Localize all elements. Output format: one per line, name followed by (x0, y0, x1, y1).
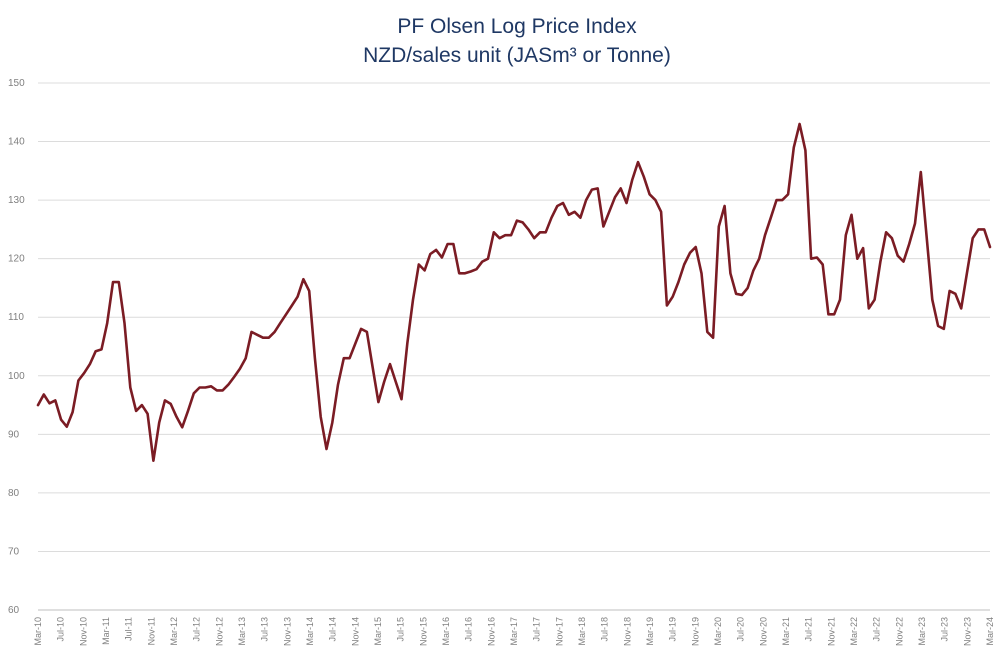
x-tick-label: Mar-19 (645, 617, 655, 646)
x-tick-label: Nov-17 (554, 617, 564, 646)
y-tick-label: 130 (8, 195, 25, 206)
x-tick-label: Jul-21 (804, 617, 814, 642)
x-tick-label: Jul-10 (56, 617, 66, 642)
x-tick-label: Jul-17 (532, 617, 542, 642)
x-tick-label: Mar-12 (169, 617, 179, 646)
x-tick-label: Nov-16 (486, 617, 496, 646)
x-tick-label: Mar-17 (509, 617, 519, 646)
x-tick-label: Jul-13 (260, 617, 270, 642)
x-tick-label: Nov-13 (282, 617, 292, 646)
x-tick-label: Jul-15 (396, 617, 406, 642)
x-tick-label: Nov-19 (690, 617, 700, 646)
x-tick-label: Nov-21 (826, 617, 836, 646)
x-tick-label: Mar-13 (237, 617, 247, 646)
y-tick-label: 100 (8, 371, 25, 382)
chart-subtitle: NZD/sales unit (JASm³ or Tonne) (363, 44, 671, 67)
x-tick-label: Mar-20 (713, 617, 723, 646)
x-tick-label: Nov-18 (622, 617, 632, 646)
x-tick-label: Mar-22 (849, 617, 859, 646)
gridlines (38, 82, 990, 611)
y-tick-label: 150 (8, 78, 25, 89)
x-tick-label: Mar-11 (101, 617, 111, 645)
x-axis-ticks: Mar-10 Jul-10 Nov-10 Mar-11 Jul-11 Nov-11 Mar-… (33, 617, 995, 646)
x-tick-label: Jul-19 (668, 617, 678, 642)
x-tick-label: Mar-10 (33, 617, 43, 646)
x-tick-label: Jul-23 (940, 617, 950, 642)
y-tick-label: 60 (8, 605, 20, 616)
x-tick-label: Mar-16 (441, 617, 451, 646)
y-tick-label: 70 (8, 546, 20, 557)
y-tick-label: 90 (8, 429, 20, 440)
x-tick-label: Nov-23 (962, 617, 972, 646)
x-tick-label: Mar-14 (305, 617, 315, 646)
x-tick-label: Nov-10 (78, 617, 88, 646)
series-group (36, 122, 992, 463)
chart-title: PF Olsen Log Price Index (397, 15, 637, 38)
y-tick-label: 140 (8, 137, 25, 148)
y-tick-label: 110 (8, 312, 24, 323)
x-tick-label: Jul-12 (192, 617, 202, 642)
x-tick-label: Nov-14 (350, 617, 360, 646)
x-tick-label: Jul-18 (600, 617, 610, 642)
y-tick-label: 120 (8, 254, 25, 265)
x-tick-label: Mar-24 (985, 617, 995, 646)
x-tick-label: Jul-11 (124, 617, 134, 641)
x-tick-label: Mar-15 (373, 617, 383, 646)
x-tick-label: Mar-23 (917, 617, 927, 646)
x-tick-label: Nov-22 (894, 617, 904, 646)
x-tick-label: Jul-14 (328, 617, 338, 642)
y-tick-label: 80 (8, 488, 20, 499)
x-tick-label: Jul-16 (464, 617, 474, 642)
x-tick-label: Nov-12 (214, 617, 224, 646)
x-tick-label: Nov-15 (418, 617, 428, 646)
x-tick-label: Nov-20 (758, 617, 768, 646)
x-tick-label: Mar-18 (577, 617, 587, 646)
x-tick-label: Jul-22 (872, 617, 882, 642)
y-axis-ticks: 60 70 80 90 100 110 120 130 140 150 (8, 78, 25, 616)
series-line (36, 122, 992, 463)
x-tick-label: Mar-21 (781, 617, 791, 646)
x-tick-label: Jul-20 (736, 617, 746, 642)
x-tick-label: Nov-11 (146, 617, 156, 645)
